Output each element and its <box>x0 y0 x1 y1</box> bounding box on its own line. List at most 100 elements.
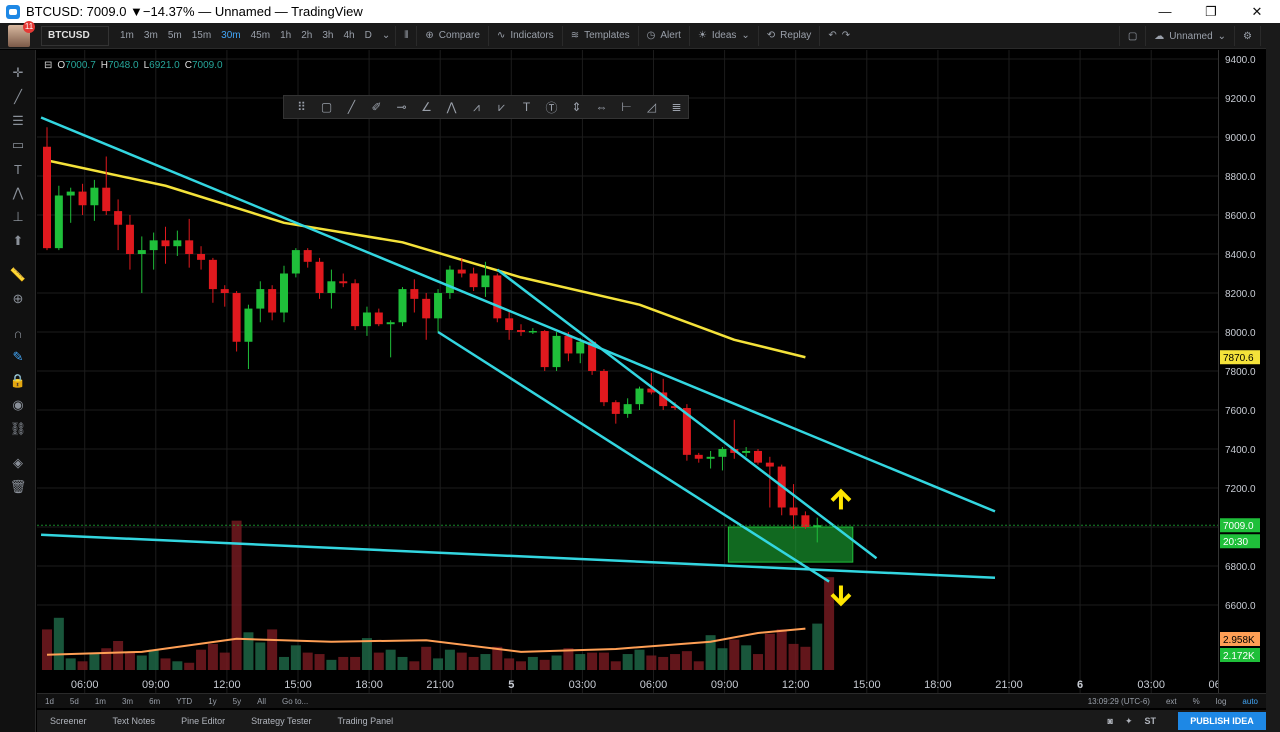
open-label: O <box>57 60 66 71</box>
percent-toggle[interactable]: % <box>1192 696 1200 706</box>
range-3m[interactable]: 3m <box>121 696 134 706</box>
chart-pane[interactable] <box>37 50 1223 693</box>
twitter-icon[interactable]: ✦ <box>1124 715 1133 726</box>
crosshair-icon[interactable]: ✛ <box>12 65 24 80</box>
price-range-icon[interactable]: ⇕ <box>571 100 582 114</box>
goto-date-button[interactable]: Go to... <box>281 696 309 706</box>
range-1y[interactable]: 1y <box>208 696 217 706</box>
arrow-icon[interactable]: ⬆ <box>12 233 24 248</box>
fib-levels-icon[interactable]: ≣ <box>671 100 682 114</box>
interval-4h[interactable]: 4h <box>343 30 355 41</box>
interval-45m[interactable]: 45m <box>250 30 271 41</box>
fib-icon[interactable]: ☰ <box>12 113 24 128</box>
rectangle-tool-icon[interactable]: ▢ <box>320 100 333 114</box>
interval-30m[interactable]: 30m <box>221 30 241 41</box>
maximize-icon[interactable]: ❐ <box>1205 3 1217 19</box>
trash-icon[interactable]: 🗑 <box>9 479 27 494</box>
interval-5m[interactable]: 5m <box>167 30 182 41</box>
candle-body <box>694 454 703 459</box>
text-icon[interactable]: T <box>14 161 22 177</box>
time-tick-label: 21:00 <box>995 679 1023 691</box>
eye-icon[interactable]: ◉ <box>12 397 24 412</box>
pattern-b-icon[interactable]: ⩘ <box>473 99 480 114</box>
magnet-icon[interactable]: ∩ <box>13 325 23 341</box>
range-1d[interactable]: 1d <box>45 696 54 706</box>
camera-icon[interactable]: ◙ <box>1107 716 1113 726</box>
pattern-icon[interactable]: ⋀ <box>12 185 24 200</box>
tab-screener[interactable]: Screener <box>50 716 87 726</box>
zoom-icon[interactable]: ⊕ <box>12 291 24 306</box>
ext-toggle[interactable]: ext <box>1165 696 1177 706</box>
settings-button[interactable]: ⚙ <box>1234 26 1260 46</box>
price-scale[interactable]: 9400.0 9200.0 9000.0 8800.0 8600.0 8400.0 8200… <box>1218 50 1266 693</box>
interval-2h[interactable]: 2h <box>301 30 313 41</box>
stay-drawing-icon[interactable]: ✎ <box>12 349 24 364</box>
fullscreen-button[interactable]: ▢ <box>1118 26 1145 46</box>
anchored-text-icon[interactable]: Ⓣ <box>545 100 558 115</box>
time-axis[interactable]: 06:00 09:00 12:00 15:00 18:00 21:00 5 03:00 06:0… <box>37 675 1236 693</box>
undo-icon[interactable]: ↶ <box>828 30 837 41</box>
undo-redo[interactable]: ↶ ↷ <box>819 25 858 46</box>
range-5d[interactable]: 5d <box>69 696 79 706</box>
log-toggle[interactable]: log <box>1215 696 1227 706</box>
collapse-icon[interactable]: ⊟ <box>44 60 53 71</box>
volume-bar <box>255 642 266 670</box>
interval-3h[interactable]: 3h <box>322 30 334 41</box>
range-6m[interactable]: 6m <box>149 696 161 706</box>
ideas-button[interactable]: ☀ Ideas ⌄ <box>688 25 758 46</box>
range-ytd[interactable]: YTD <box>176 696 193 706</box>
indicators-button[interactable]: ∿ Indicators <box>487 25 562 46</box>
angle-tool-icon[interactable]: ∠ <box>421 100 432 114</box>
chart-style-button[interactable]: ⫴ <box>395 25 416 46</box>
tab-strategy-tester[interactable]: Strategy Tester <box>251 716 312 726</box>
rectangle-icon[interactable]: ▭ <box>11 137 25 152</box>
interval-1h[interactable]: 1h <box>280 30 292 41</box>
trendline-icon[interactable]: ╱ <box>14 89 22 104</box>
publish-idea-button[interactable]: PUBLISH IDEA <box>1178 712 1266 730</box>
tab-pine-editor[interactable]: Pine Editor <box>181 716 226 726</box>
range-1m[interactable]: 1m <box>94 696 106 706</box>
drag-handle-icon[interactable]: ⠿ <box>297 100 306 114</box>
measure-icon[interactable]: ⊢ <box>621 100 632 114</box>
minimize-icon[interactable]: — <box>1158 4 1172 19</box>
right-widget-bar[interactable] <box>1266 23 1280 732</box>
candle-body <box>789 507 798 516</box>
ruler-icon[interactable]: 📏 <box>9 267 27 282</box>
horizontal-ray-icon[interactable]: ⊸ <box>396 100 407 114</box>
link-icon[interactable]: ⛓ <box>9 421 27 436</box>
auto-toggle[interactable]: auto <box>1242 696 1258 706</box>
alert-label: Alert <box>660 30 681 41</box>
tab-text-notes[interactable]: Text Notes <box>112 716 156 726</box>
close-icon[interactable]: ✕ <box>1251 3 1263 19</box>
pattern-a-icon[interactable]: ⋀ <box>446 100 457 114</box>
line-tool-icon[interactable]: ╱ <box>347 100 356 114</box>
alert-button[interactable]: ◷ Alert <box>637 25 689 46</box>
layout-button[interactable]: ☁ Unnamed ⌄ <box>1145 26 1234 46</box>
tab-trading-panel[interactable]: Trading Panel <box>337 716 394 726</box>
symbol-search-input[interactable]: BTCUSD <box>41 25 109 46</box>
interval-15m[interactable]: 15m <box>191 30 212 41</box>
templates-button[interactable]: ≋ Templates <box>561 25 638 46</box>
layers-icon[interactable]: ◈ <box>13 455 23 470</box>
avatar[interactable]: 11 <box>8 20 35 47</box>
fib-fan-icon[interactable]: ◿ <box>646 100 657 114</box>
compare-button[interactable]: ⊕ Compare <box>416 25 488 46</box>
range-5y[interactable]: 5y <box>232 696 242 706</box>
pattern-c-icon[interactable]: ⩗ <box>498 99 505 114</box>
redo-icon[interactable]: ↷ <box>841 30 851 41</box>
volume-bar <box>681 651 692 670</box>
range-all[interactable]: All <box>257 696 266 706</box>
price-chart[interactable] <box>37 50 1223 693</box>
interval-d[interactable]: D <box>364 30 372 41</box>
arrow-up-icon <box>830 488 852 510</box>
forecast-icon[interactable]: ⊥ <box>12 209 24 224</box>
chevron-down-icon[interactable]: ⌄ <box>381 30 391 41</box>
interval-1m[interactable]: 1m <box>120 30 134 41</box>
pen-tool-icon[interactable]: ✐ <box>371 100 382 114</box>
interval-3m[interactable]: 3m <box>143 30 158 41</box>
stocktwits-icon[interactable]: ST <box>1144 716 1156 726</box>
lock-icon[interactable]: 🔒 <box>9 373 27 388</box>
replay-button[interactable]: ⟲ Replay <box>757 25 820 46</box>
date-range-icon[interactable]: ⇔ <box>595 100 608 114</box>
text-tool-icon[interactable]: T <box>522 100 531 114</box>
